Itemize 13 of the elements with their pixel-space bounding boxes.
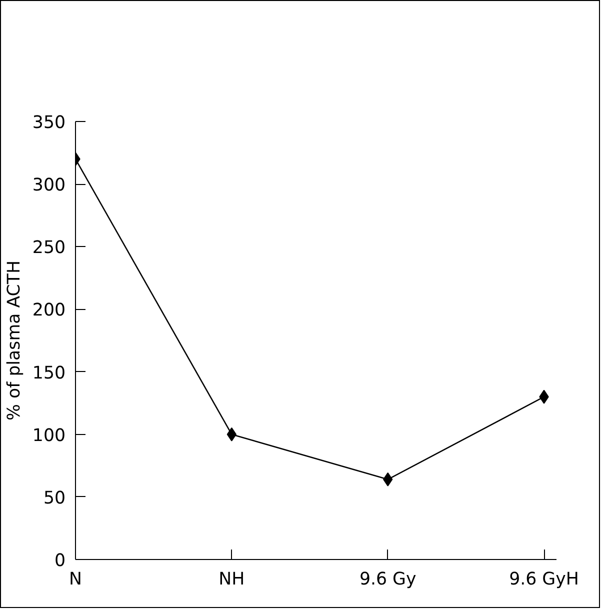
x-tick-label: 9.6 GyH — [509, 570, 579, 590]
y-tick-label: 350 — [32, 113, 66, 133]
y-tick-label: 0 — [54, 551, 66, 571]
y-tick-label: 200 — [32, 300, 66, 321]
x-tick-label: 9.6 Gy — [359, 570, 416, 590]
y-tick-label: 300 — [32, 176, 66, 196]
x-tick-label: N — [69, 570, 82, 590]
y-axis-title: % of plasma ACTH — [4, 260, 24, 420]
y-tick-label: 250 — [32, 238, 66, 258]
y-tick-label: 50 — [43, 488, 66, 508]
y-tick-label: 100 — [32, 426, 66, 446]
x-tick-label: NH — [218, 570, 245, 590]
y-tick-label: 150 — [32, 363, 66, 384]
